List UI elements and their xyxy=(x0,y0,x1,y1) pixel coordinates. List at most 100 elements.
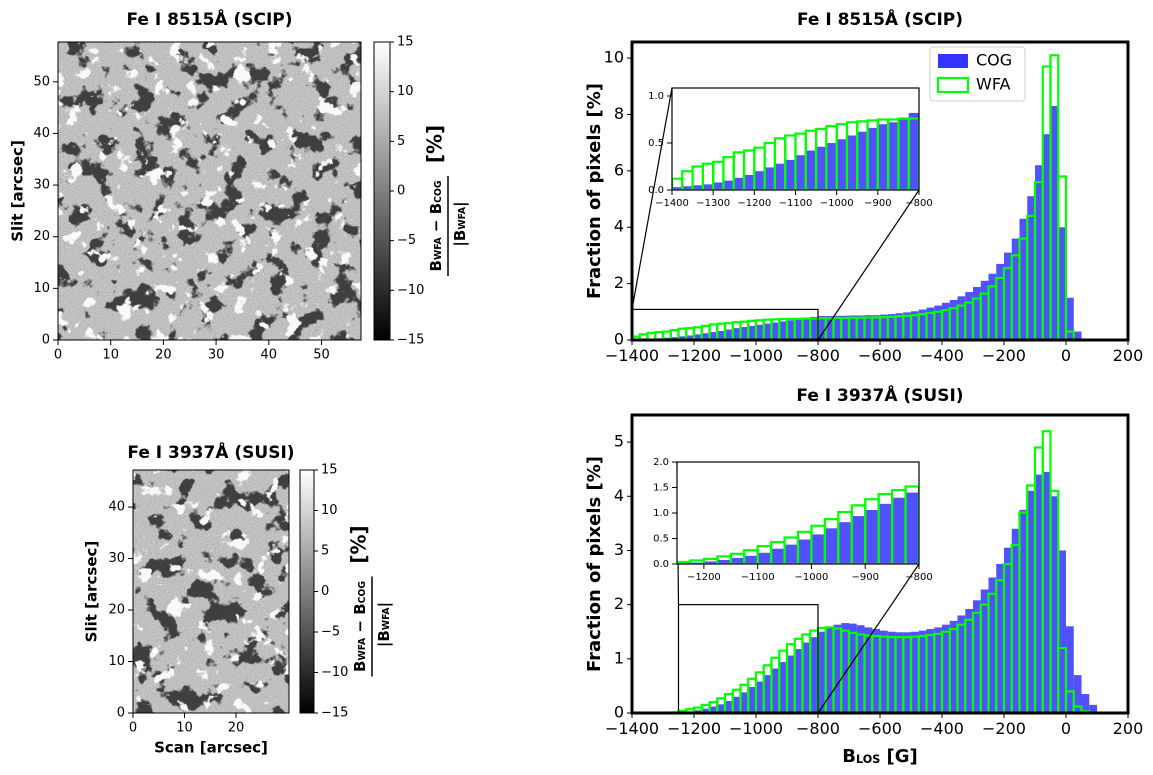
bar xyxy=(1004,252,1012,340)
y-tick-label: 8 xyxy=(614,104,624,123)
subscript: COG xyxy=(433,181,444,203)
y-tick-label: 1.5 xyxy=(653,483,669,494)
axes-frame xyxy=(630,40,1130,342)
subscript: WFA xyxy=(457,206,468,230)
bar xyxy=(756,324,764,340)
y-tick-label: 4 xyxy=(614,486,624,505)
bar xyxy=(856,315,865,340)
bar xyxy=(872,629,880,713)
bar xyxy=(903,312,911,340)
bar xyxy=(717,559,731,564)
bar xyxy=(810,637,818,713)
bar xyxy=(740,327,749,340)
colorbar-tick-label: −10 xyxy=(321,665,348,680)
bar xyxy=(892,497,906,564)
bar xyxy=(1027,490,1035,713)
bar xyxy=(1058,550,1066,713)
y-tick-label: 0.0 xyxy=(648,185,664,196)
bar xyxy=(794,649,803,713)
bar xyxy=(802,642,811,713)
x-tick-label: 30 xyxy=(208,347,225,362)
y-tick-label: 0.5 xyxy=(653,534,669,545)
bar xyxy=(763,323,772,340)
bars xyxy=(632,54,1082,340)
y-tick-label: 5 xyxy=(614,432,624,451)
bar xyxy=(1058,227,1066,340)
colorbar-label: BWFA − BCOG|BWFA|[%] xyxy=(347,525,394,677)
y-tick-label: 30 xyxy=(108,551,125,566)
bar xyxy=(725,701,733,713)
bar xyxy=(672,187,683,190)
axes-frame xyxy=(630,413,1130,715)
colorbar-label-numerator: BWFA − BCOG xyxy=(427,181,445,272)
colorbar-tick-label: −5 xyxy=(321,625,340,640)
y-tick-label: 40 xyxy=(108,500,125,515)
x-tick-label: −1200 xyxy=(687,572,721,583)
x-tick-label: −800 xyxy=(905,198,932,209)
y-tick-label: 2 xyxy=(614,594,624,613)
colorbar-tick-label: −10 xyxy=(397,283,424,298)
subscript: COG xyxy=(357,581,368,603)
bar xyxy=(867,127,878,190)
bar xyxy=(744,555,758,564)
bar xyxy=(1066,297,1074,340)
x-tick-label: −1400 xyxy=(605,346,659,365)
bar xyxy=(795,155,806,190)
bar xyxy=(798,539,812,564)
bar xyxy=(996,564,1004,713)
colorbar-tick-label: −15 xyxy=(397,333,424,348)
colorbar-tick-label: 0 xyxy=(397,184,405,199)
colorbar-tick-label: 10 xyxy=(321,503,338,518)
y-tick-label: 2.0 xyxy=(653,457,669,468)
bar xyxy=(880,630,888,713)
x-tick-label: 10 xyxy=(102,347,119,362)
bar xyxy=(733,177,745,190)
y-axis-label: Fraction of pixels [%] xyxy=(584,456,605,672)
bar xyxy=(779,662,787,713)
chart-title: Fe I 3937Å (SUSI) xyxy=(796,383,963,406)
chart-title: Fe I 3937Å (SUSI) xyxy=(127,440,294,463)
text-part: B xyxy=(842,746,856,767)
bar xyxy=(957,615,966,713)
legend-label: COG xyxy=(976,51,1012,70)
bar xyxy=(802,318,811,340)
bar xyxy=(818,316,826,340)
y-tick-label: 0 xyxy=(614,330,624,349)
x-tick-label: −1300 xyxy=(696,198,730,209)
x-tick-label: −1200 xyxy=(667,719,721,738)
bar xyxy=(1019,218,1028,340)
bar xyxy=(682,186,693,190)
bar xyxy=(686,335,694,340)
text-part: B xyxy=(427,260,445,271)
x-tick-label: −1200 xyxy=(737,198,771,209)
bar xyxy=(756,681,764,713)
y-tick-label: 50 xyxy=(33,74,50,89)
bar xyxy=(888,122,899,190)
bar xyxy=(1004,547,1012,713)
bar xyxy=(833,624,842,713)
bar xyxy=(713,182,724,190)
bar xyxy=(701,708,710,713)
y-tick-label: 0 xyxy=(42,333,50,348)
y-tick-label: 20 xyxy=(108,603,125,618)
bar xyxy=(774,163,786,190)
bar xyxy=(903,632,911,713)
x-axis-label: BLOS [G] xyxy=(842,746,917,767)
axes-frame xyxy=(132,469,290,714)
bar xyxy=(887,314,896,340)
x-tick-label: −200 xyxy=(982,346,1026,365)
legend-label: WFA xyxy=(976,75,1011,94)
bar xyxy=(865,509,879,564)
y-tick-label: 20 xyxy=(33,229,50,244)
x-tick-label: −200 xyxy=(982,719,1026,738)
bar xyxy=(825,627,834,713)
bar xyxy=(717,330,725,340)
bar xyxy=(926,629,935,713)
bar xyxy=(949,299,958,340)
x-tick-label: −800 xyxy=(905,572,932,583)
y-tick-label: 30 xyxy=(33,178,50,193)
bar xyxy=(764,167,775,190)
colorbar-tick-label: 15 xyxy=(321,463,338,478)
bar xyxy=(1027,196,1035,340)
bar xyxy=(703,561,718,564)
